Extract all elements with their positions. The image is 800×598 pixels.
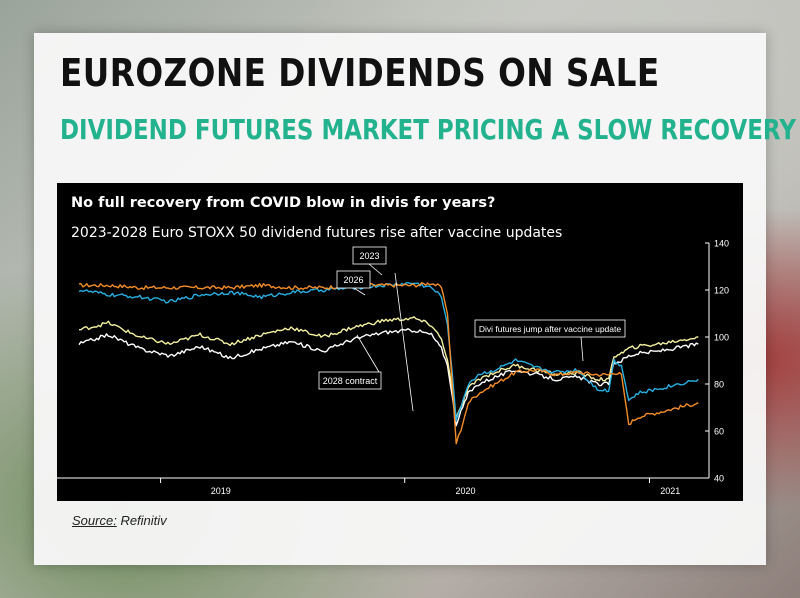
x-tick-label: 2020 (456, 486, 476, 496)
annotation-2028-contract: 2028 contract (318, 334, 382, 390)
chart-series (78, 281, 699, 445)
article-card: EUROZONE DIVIDENDS ON SALE DIVIDEND FUTU… (34, 33, 796, 565)
series-line-2028 (78, 328, 699, 427)
chart-subtitle: 2023-2028 Euro STOXX 50 dividend futures… (71, 225, 562, 241)
y-tick-label: 120 (714, 286, 729, 296)
y-tick-label: 100 (714, 333, 729, 343)
source-name: Refinitiv (120, 513, 167, 528)
y-tick-label: 140 (714, 239, 729, 249)
chart-annotations: 2023 2026 2028 contract Divi futures jum… (318, 246, 626, 412)
chart-title: No full recovery from COVID blow in divi… (71, 195, 495, 211)
annotation-2023: 2023 (352, 246, 387, 276)
dividend-futures-chart: No full recovery from COVID blow in divi… (57, 195, 729, 496)
source-line: Source: Refinitiv (72, 513, 167, 528)
crash-pointer (394, 272, 414, 412)
annotation-2026-label: 2026 (343, 275, 363, 285)
chart-panel: No full recovery from COVID blow in divi… (57, 183, 743, 501)
y-tick-label: 40 (714, 474, 724, 484)
headline: EUROZONE DIVIDENDS ON SALE (60, 51, 660, 95)
y-tick-label: 80 (714, 380, 724, 390)
annotation-2028-label: 2028 contract (323, 376, 378, 386)
series-line-2023 (78, 281, 699, 445)
annotation-2026: 2026 (336, 270, 371, 296)
x-tick-label: 2021 (660, 486, 680, 496)
annotation-vaccine-label: Divi futures jump after vaccine update (479, 324, 621, 334)
chart-axes: 40 60 80 100 120 140 2019 2020 2021 (57, 239, 729, 496)
series-line-yellow (79, 316, 699, 419)
annotation-vaccine: Divi futures jump after vaccine update (474, 319, 626, 362)
series-line-2026 (78, 282, 699, 422)
y-tick-label: 60 (714, 427, 724, 437)
x-tick-label: 2019 (211, 486, 231, 496)
annotation-2023-label: 2023 (359, 251, 379, 261)
subheadline: DIVIDEND FUTURES MARKET PRICING A SLOW R… (60, 113, 796, 146)
source-label: Source: (72, 513, 117, 528)
